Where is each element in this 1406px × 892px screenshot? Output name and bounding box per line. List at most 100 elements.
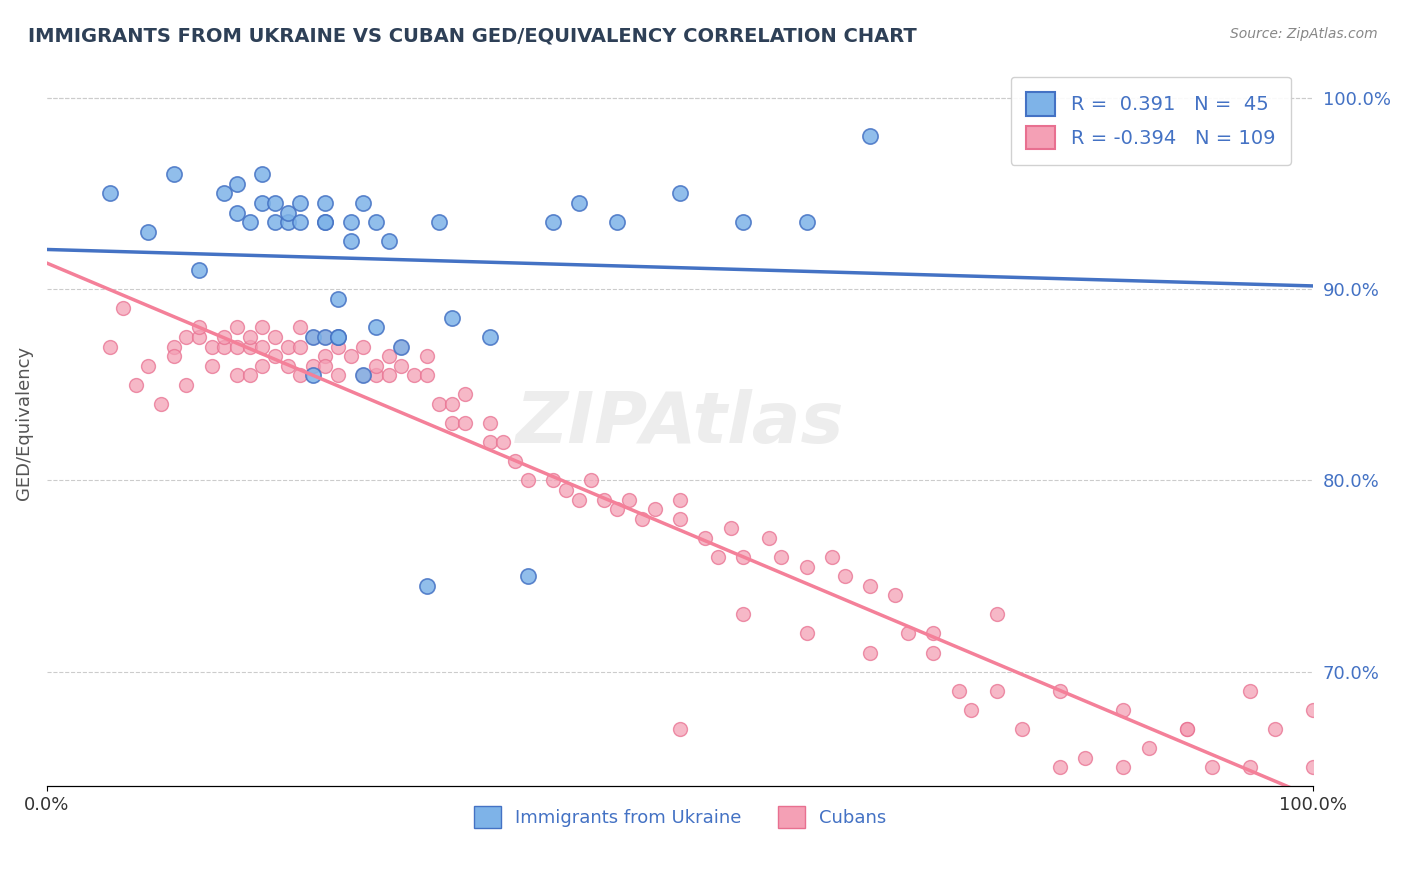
Point: [263, 349, 285, 363]
Point: [758, 531, 780, 545]
Point: [479, 330, 502, 344]
Point: [353, 339, 375, 353]
Point: [454, 416, 477, 430]
Point: [454, 387, 477, 401]
Point: [378, 235, 401, 249]
Point: [796, 626, 818, 640]
Point: [174, 377, 197, 392]
Point: [416, 368, 439, 383]
Point: [1049, 760, 1071, 774]
Point: [288, 196, 311, 211]
Point: [378, 368, 401, 383]
Point: [263, 196, 285, 211]
Point: [1239, 760, 1261, 774]
Point: [238, 330, 260, 344]
Point: [340, 215, 363, 229]
Point: [340, 349, 363, 363]
Point: [922, 626, 945, 640]
Point: [568, 196, 591, 211]
Point: [1302, 703, 1324, 717]
Point: [212, 186, 235, 201]
Point: [340, 235, 363, 249]
Point: [288, 339, 311, 353]
Point: [796, 215, 818, 229]
Point: [707, 549, 730, 564]
Point: [492, 435, 515, 450]
Point: [543, 215, 565, 229]
Point: [212, 339, 235, 353]
Point: [263, 330, 285, 344]
Point: [796, 818, 818, 832]
Point: [922, 646, 945, 660]
Text: ZIPAtlas: ZIPAtlas: [516, 389, 845, 458]
Point: [695, 531, 717, 545]
Point: [986, 683, 1008, 698]
Point: [315, 330, 337, 344]
Point: [225, 368, 247, 383]
Point: [1264, 722, 1286, 736]
Point: [315, 215, 337, 229]
Point: [568, 492, 591, 507]
Point: [238, 368, 260, 383]
Point: [301, 368, 323, 383]
Point: [669, 492, 692, 507]
Point: [366, 368, 388, 383]
Point: [859, 579, 882, 593]
Point: [250, 359, 273, 373]
Point: [136, 225, 159, 239]
Point: [391, 359, 413, 373]
Point: [328, 292, 350, 306]
Point: [669, 722, 692, 736]
Point: [948, 683, 970, 698]
Point: [187, 263, 209, 277]
Point: [1175, 722, 1198, 736]
Point: [897, 626, 920, 640]
Point: [328, 330, 350, 344]
Point: [619, 492, 641, 507]
Point: [149, 397, 172, 411]
Point: [288, 368, 311, 383]
Point: [960, 703, 983, 717]
Point: [174, 330, 197, 344]
Point: [328, 339, 350, 353]
Point: [796, 559, 818, 574]
Point: [276, 215, 298, 229]
Point: [98, 186, 121, 201]
Point: [416, 579, 439, 593]
Point: [1049, 683, 1071, 698]
Point: [366, 359, 388, 373]
Point: [631, 511, 654, 525]
Point: [250, 320, 273, 334]
Point: [328, 368, 350, 383]
Point: [276, 205, 298, 219]
Point: [429, 215, 451, 229]
Point: [353, 368, 375, 383]
Point: [353, 368, 375, 383]
Point: [366, 215, 388, 229]
Point: [733, 215, 755, 229]
Point: [301, 330, 323, 344]
Point: [366, 320, 388, 334]
Point: [669, 186, 692, 201]
Point: [187, 330, 209, 344]
Point: [441, 416, 464, 430]
Point: [1201, 760, 1223, 774]
Point: [315, 215, 337, 229]
Point: [606, 502, 628, 516]
Point: [1112, 760, 1135, 774]
Point: [225, 339, 247, 353]
Point: [200, 359, 222, 373]
Point: [884, 588, 907, 602]
Point: [416, 349, 439, 363]
Point: [124, 377, 146, 392]
Point: [429, 397, 451, 411]
Point: [1239, 683, 1261, 698]
Point: [1112, 703, 1135, 717]
Point: [391, 339, 413, 353]
Point: [517, 474, 540, 488]
Point: [593, 492, 616, 507]
Point: [263, 215, 285, 229]
Point: [770, 549, 793, 564]
Text: IMMIGRANTS FROM UKRAINE VS CUBAN GED/EQUIVALENCY CORRELATION CHART: IMMIGRANTS FROM UKRAINE VS CUBAN GED/EQU…: [28, 27, 917, 45]
Point: [669, 511, 692, 525]
